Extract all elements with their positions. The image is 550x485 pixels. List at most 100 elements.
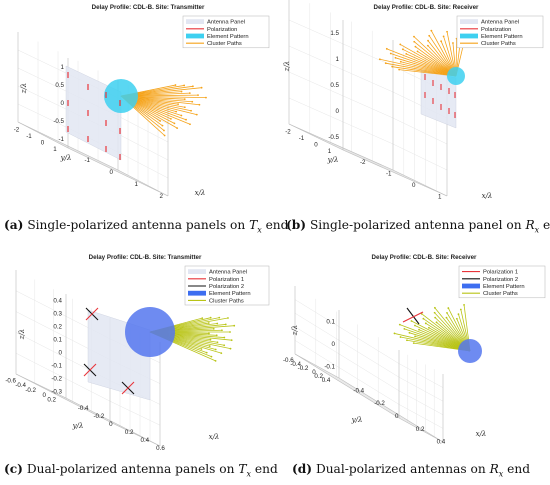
cluster-path-tip-a	[159, 120, 162, 122]
caption-b-tag: (b)	[286, 218, 307, 232]
z-tick-label-c: 0.3	[53, 311, 62, 318]
plot-title-b: Delay Profile: CDL-B. Site: Receiver	[374, 4, 479, 11]
cluster-path-b	[400, 44, 457, 77]
z-tick-label-b: 0	[336, 108, 340, 115]
gridline-a	[117, 133, 169, 161]
cluster-path-tip-c	[200, 348, 203, 350]
cluster-path-tip-d	[398, 323, 401, 326]
legend-label-d: Element Pattern	[483, 284, 525, 290]
cluster-path-tip-b	[430, 29, 433, 32]
cluster-path-tip-a	[176, 127, 179, 130]
x-tick-label-d: 0.4	[437, 439, 446, 446]
axis-edge-d	[294, 353, 340, 379]
caption-d-text: Dual-polarized antennas on	[315, 462, 486, 476]
legend-swatch-b	[460, 19, 478, 24]
cluster-path-tip-d	[418, 328, 420, 331]
legend-label-c: Antenna Panel	[209, 270, 247, 276]
cluster-path-tip-b	[413, 40, 416, 43]
legend-label-d: Cluster Paths	[483, 291, 518, 297]
gridline-d	[398, 404, 444, 429]
z-tick-label-c: -0.1	[51, 363, 62, 370]
z-tick-label-b: -0.5	[328, 134, 339, 141]
cluster-path-tip-c	[229, 347, 232, 350]
axis-edge-c	[65, 397, 161, 447]
cluster-path-tip-b	[399, 60, 402, 63]
caption-b-end: end	[543, 218, 550, 232]
x-tick-label-c: -0.2	[94, 413, 105, 420]
element-pattern-c	[125, 307, 175, 357]
cluster-path-b	[385, 62, 457, 77]
panel-a: Delay Profile: CDL-B. Site: Transmitter -…	[0, 0, 275, 210]
cluster-path-tip-c	[224, 323, 227, 326]
cluster-path-tip-c	[214, 348, 217, 351]
legend-label-b: Antenna Panel	[481, 20, 519, 26]
axis-edge-b	[342, 149, 448, 197]
legend-label-a: Element Pattern	[207, 34, 249, 40]
cluster-path-tip-b	[440, 40, 443, 43]
gridline-b	[288, 71, 394, 119]
legend-label-c: Element Pattern	[209, 291, 251, 297]
gridline-a	[117, 115, 169, 143]
cluster-path-tip-a	[198, 103, 201, 106]
panel-d: Delay Profile: CDL-B. Site: Receiver -0.1…	[275, 250, 550, 460]
legend-swatch-d	[462, 283, 480, 289]
gridline-d	[398, 376, 444, 402]
cluster-path-tip-d	[445, 316, 448, 319]
plot-title-c: Delay Profile: CDL-B. Site: Transmitter	[89, 254, 202, 261]
polarization-marker-c	[83, 363, 97, 377]
gridline-b	[288, 97, 394, 145]
plot-title-d: Delay Profile: CDL-B. Site: Receiver	[372, 254, 477, 261]
z-axis-label-b: z/λ	[283, 61, 291, 72]
legend-swatch-c	[188, 269, 206, 274]
cluster-path-tip-b	[414, 45, 417, 48]
caption-b: (b) Single-polarized antenna panel on Rx…	[286, 218, 550, 234]
z-axis-label-a: z/λ	[20, 83, 28, 94]
legend-label-c: Polarization 2	[209, 284, 244, 290]
caption-a: (a) Single-polarized antenna panels on T…	[4, 218, 288, 234]
cluster-path-tip-c	[207, 322, 210, 324]
x-tick-label-d: -0.2	[374, 400, 385, 407]
z-tick-label-d: -0.1	[324, 364, 335, 371]
cluster-path-b	[395, 57, 457, 77]
gridline-b	[288, 45, 394, 93]
y-tick-label-c: -0.6	[5, 377, 16, 384]
polarization-marker-c	[85, 307, 99, 321]
chart-c: Delay Profile: CDL-B. Site: Transmitter -…	[5, 254, 270, 452]
cluster-path-tip-a	[191, 100, 194, 103]
y-tick-label-d: 0.4	[322, 377, 331, 384]
axis-edge-b	[392, 169, 448, 197]
y-tick-label-b: 1	[328, 148, 332, 155]
y-axis-label-a: y/λ	[60, 154, 72, 162]
z-axis-label-d: z/λ	[291, 325, 299, 336]
legend-swatch-b	[460, 33, 478, 39]
cluster-path-tip-b	[446, 30, 448, 33]
y-tick-label-a: -2	[14, 126, 20, 133]
gridline-d	[398, 390, 444, 416]
cluster-path-tip-a	[170, 117, 172, 120]
axis-edge-a	[17, 121, 119, 171]
axis-edge-d	[398, 417, 444, 443]
panel-b: Delay Profile: CDL-B. Site: Receiver -0.5…	[275, 0, 550, 210]
cluster-path-tip-b	[442, 35, 445, 38]
caption-c-end: end	[254, 462, 278, 476]
caption-d-end: end	[507, 462, 531, 476]
gridline-d	[312, 363, 417, 428]
cluster-path-tip-c	[216, 322, 219, 325]
cluster-path-tip-a	[188, 92, 191, 95]
gridline-c	[15, 352, 111, 402]
y-tick-label-d: -0.2	[298, 365, 309, 372]
legend-label-c: Cluster Paths	[209, 298, 244, 304]
z-tick-label-a: -0.5	[53, 118, 64, 125]
axis-edge-a	[117, 169, 169, 197]
gridline-d	[294, 326, 400, 392]
cluster-path-tip-b	[416, 50, 419, 53]
cluster-path-tip-c	[209, 316, 212, 319]
caption-c-sub: x	[246, 469, 252, 479]
caption-b-text: Single-polarized antenna panel on	[309, 218, 522, 232]
legend-label-d: Polarization 1	[483, 270, 518, 276]
axis-edge-b	[288, 123, 344, 151]
cluster-path-tip-c	[208, 332, 210, 335]
x-axis-label-a: x/λ	[195, 189, 206, 197]
y-tick-label-a: -1	[26, 133, 32, 140]
cluster-path-tip-a	[183, 84, 186, 87]
